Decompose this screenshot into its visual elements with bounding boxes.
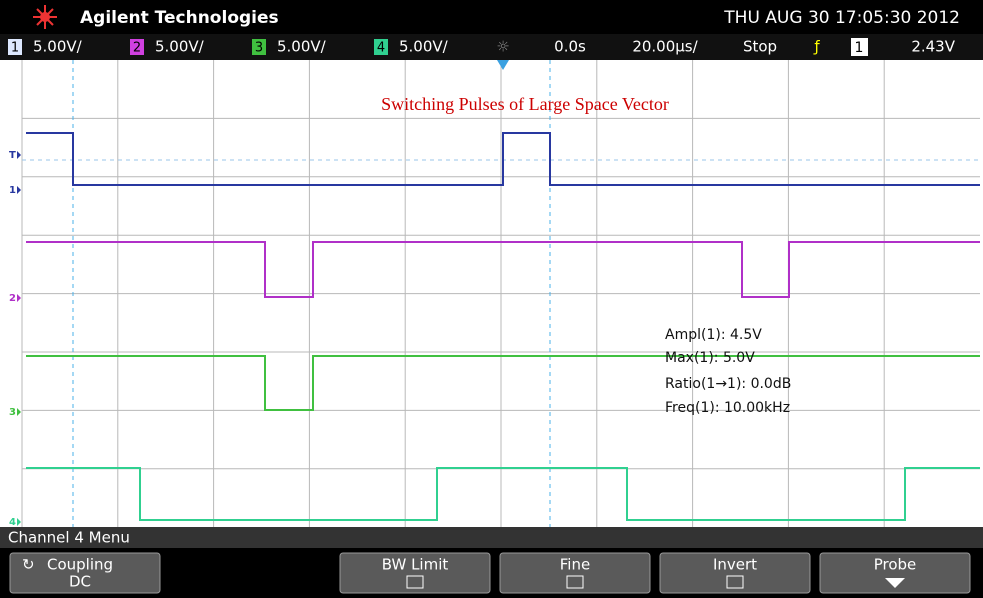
menu-title-bar (0, 527, 983, 548)
logo (33, 5, 57, 29)
softkey-arrow (885, 578, 905, 588)
softkey-checkbox (406, 575, 424, 589)
measurement: Freq(1): 10.00kHz (665, 400, 790, 416)
trigger-level: 2.43V (911, 38, 955, 56)
channel-markers: T 1 2 3 4 (9, 150, 21, 528)
softkey[interactable] (9, 552, 161, 594)
softkey[interactable] (659, 552, 811, 594)
softkey-checkbox (566, 575, 584, 589)
time-offset: 0.0s (554, 38, 586, 56)
softkey[interactable] (819, 552, 971, 594)
marker-arrow (17, 408, 21, 416)
marker-arrow (17, 294, 21, 302)
marker-arrow (17, 186, 21, 194)
datetime: THU AUG 30 17:05:30 2012 (723, 8, 960, 28)
measurement: Max(1): 5.0V (665, 350, 755, 366)
channel-number: 4 (377, 41, 385, 56)
channel-number: 3 (255, 41, 263, 56)
channel-box (252, 39, 266, 55)
run-state: Stop (743, 38, 777, 56)
waveform-ch2 (26, 241, 980, 298)
channel-marker: 3 (9, 407, 16, 418)
header-bar (0, 0, 983, 34)
channel-marker: 2 (9, 293, 16, 304)
measurement: Ampl(1): 4.5V (665, 327, 762, 343)
status-bar (0, 34, 983, 60)
channel-box (130, 39, 144, 55)
brand: Agilent Technologies (80, 8, 279, 28)
softkey-value: DC (69, 573, 91, 591)
trigger-icon: ☼ (496, 38, 509, 56)
softkey-bar (0, 548, 983, 598)
softkey[interactable] (499, 552, 651, 594)
channel-marker: 4 (9, 517, 16, 528)
waveform-ch4 (26, 467, 980, 521)
channel-scale: 5.00V/ (399, 38, 449, 56)
annotation: Switching Pulses of Large Space Vector (381, 94, 669, 114)
channel-number: 2 (133, 41, 141, 56)
channel-scale: 5.00V/ (33, 38, 83, 56)
softkey-label: Fine (560, 556, 590, 574)
softkey-label: Invert (713, 556, 757, 574)
status-row: 1 5.00V/2 5.00V/3 5.00V/4 5.00V/ (8, 38, 449, 56)
channel-marker: 1 (9, 185, 16, 196)
marker-arrow (17, 518, 21, 526)
softkey-label: Coupling (47, 556, 113, 574)
trigger-channel: 1 (855, 40, 864, 56)
softkey-checkbox (726, 575, 744, 589)
softkey-icon: ↻ (22, 556, 35, 574)
channel-number: 1 (11, 41, 19, 56)
channel-box (8, 39, 22, 55)
softkey-label: Probe (874, 556, 917, 574)
channel-scale: 5.00V/ (277, 38, 327, 56)
trigger-position (497, 60, 509, 70)
trigger-edge: ƒ (813, 38, 820, 56)
channel-scale: 5.00V/ (155, 38, 205, 56)
trigger-channel-box (851, 38, 868, 56)
channel-box (374, 39, 388, 55)
waveform-ch1 (26, 132, 980, 186)
waveform-ch3 (26, 355, 980, 411)
timebase: 20.00µs/ (632, 38, 698, 56)
channel-marker: T (9, 150, 16, 161)
marker-arrow (17, 151, 21, 159)
menu-title: Channel 4 Menu (8, 529, 130, 547)
waveforms (26, 132, 980, 521)
measurement: Ratio(1→1): 0.0dB (665, 376, 791, 392)
softkey-label: BW Limit (382, 556, 449, 574)
softkey[interactable] (339, 552, 491, 594)
measurements: Ampl(1): 4.5V Max(1): 5.0V Ratio(1→1): 0.0… (665, 327, 791, 416)
